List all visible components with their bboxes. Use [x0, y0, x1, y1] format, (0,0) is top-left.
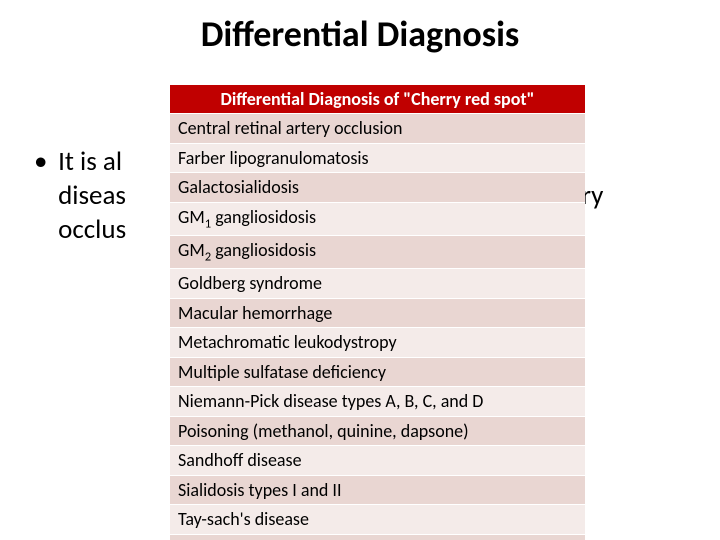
table-row: Niemann-Pick disease types A, B, C, and …: [170, 386, 585, 416]
bullet-line3: occlus: [58, 213, 126, 246]
table-header: Differential Diagnosis of "Cherry red sp…: [170, 85, 585, 113]
table-row: Central retinal artery occlusion: [170, 113, 585, 143]
table-row: Farber lipogranulomatosis: [170, 143, 585, 173]
bullet-line1: It is al: [58, 145, 122, 178]
page-title: Differential Diagnosis: [0, 12, 720, 56]
table-row: Multiple sulfatase deficiency: [170, 357, 585, 387]
table-row: Metachromatic leukodystropy: [170, 327, 585, 357]
table-row: Goldberg syndrome: [170, 268, 585, 298]
table-row: Tay-sach's disease: [170, 504, 585, 534]
bullet-line2-left: diseas: [58, 179, 126, 212]
table-row: GM2 gangliosidosis: [170, 235, 585, 268]
table-row: Wolman disease: [170, 534, 585, 540]
diagnosis-table: Differential Diagnosis of "Cherry red sp…: [170, 85, 585, 540]
table-row: Poisoning (methanol, quinine, dapsone): [170, 416, 585, 446]
table-row: Macular hemorrhage: [170, 298, 585, 328]
table-row: Sandhoff disease: [170, 445, 585, 475]
table-row: Sialidosis types I and II: [170, 475, 585, 505]
bullet-marker: •: [34, 145, 52, 179]
table-row: GM1 gangliosidosis: [170, 202, 585, 235]
table-row: Galactosialidosis: [170, 172, 585, 202]
